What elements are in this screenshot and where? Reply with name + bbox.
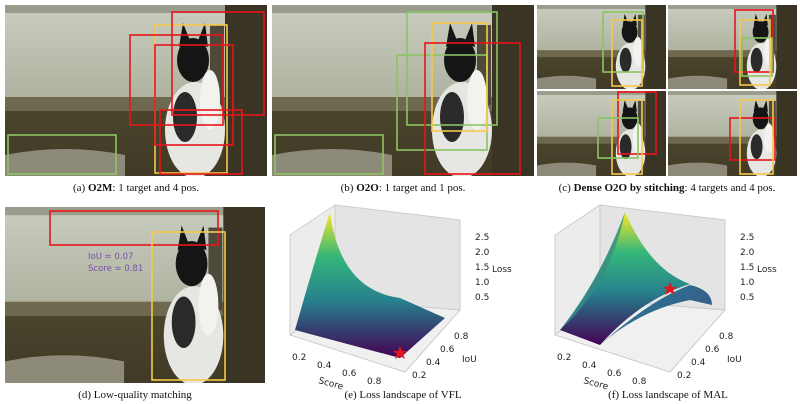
caption-text: Low-quality matching bbox=[94, 389, 193, 401]
y-tick-label: 0.2 bbox=[677, 371, 691, 381]
y-tick-label: 0.8 bbox=[454, 332, 469, 342]
y-tick-label: 0.6 bbox=[440, 345, 455, 355]
z-tick-label: 1.0 bbox=[740, 278, 755, 288]
y-tick-label: 0.4 bbox=[691, 358, 706, 368]
annotation: IoU = 0.07 bbox=[88, 252, 133, 262]
z-tick-label: 1.5 bbox=[740, 263, 754, 273]
caption-text: : 1 target and 1 pos. bbox=[379, 182, 466, 194]
z-tick-label: 1.5 bbox=[475, 263, 489, 273]
x-tick-label: 0.2 bbox=[292, 353, 306, 363]
boxes bbox=[274, 11, 521, 175]
x-axis-label: Score bbox=[582, 376, 609, 392]
caption-label: (c) bbox=[559, 182, 572, 194]
caption: (c) Dense O2O by stitching: 4 targets an… bbox=[559, 182, 776, 194]
boxes bbox=[49, 210, 226, 381]
surface-plot bbox=[553, 204, 727, 373]
x-tick-label: 0.6 bbox=[342, 369, 357, 379]
y-tick-label: 0.6 bbox=[705, 345, 720, 355]
caption-label: (e) bbox=[344, 389, 357, 401]
caption-label: (a) bbox=[73, 182, 86, 194]
x-tick-label: 0.8 bbox=[367, 377, 382, 387]
caption-bold: Dense O2O by stitching bbox=[574, 182, 685, 194]
caption-bold: O2M bbox=[88, 182, 113, 194]
caption-label: (f) bbox=[608, 389, 619, 401]
caption: (b) O2O: 1 target and 1 pos. bbox=[341, 182, 466, 194]
y-tick-label: 0.4 bbox=[426, 358, 441, 368]
z-tick-label: 2.0 bbox=[740, 248, 755, 258]
z-axis-label: Loss bbox=[757, 265, 777, 275]
z-tick-label: 0.5 bbox=[475, 293, 489, 303]
z-tick-label: 0.5 bbox=[740, 293, 754, 303]
surface-plot bbox=[288, 204, 462, 373]
z-tick-label: 1.0 bbox=[475, 278, 490, 288]
x-tick-label: 0.4 bbox=[317, 361, 332, 371]
z-tick-label: 2.0 bbox=[475, 248, 490, 258]
x-tick-label: 0.2 bbox=[557, 353, 571, 363]
annotation: Score = 0.81 bbox=[88, 264, 143, 274]
caption: (e) Loss landscape of VFL bbox=[344, 389, 461, 401]
caption-label: (b) bbox=[341, 182, 354, 194]
caption-label: (d) bbox=[78, 389, 91, 401]
z-tick-label: 2.5 bbox=[475, 233, 489, 243]
z-axis-label: Loss bbox=[492, 265, 512, 275]
caption-text: : 4 targets and 4 pos. bbox=[685, 182, 776, 194]
y-tick-label: 0.2 bbox=[412, 371, 426, 381]
boxes bbox=[7, 11, 265, 175]
y-axis-label: IoU bbox=[727, 355, 742, 365]
caption-text: : 1 target and 4 pos. bbox=[112, 182, 199, 194]
caption-text: Loss landscape of VFL bbox=[359, 389, 461, 401]
caption: (a) O2M: 1 target and 4 pos. bbox=[73, 182, 199, 194]
x-axis-label: Score bbox=[317, 376, 344, 392]
photo bbox=[5, 207, 265, 383]
photo bbox=[272, 5, 534, 176]
y-tick-label: 0.8 bbox=[719, 332, 734, 342]
caption: (f) Loss landscape of MAL bbox=[608, 389, 728, 401]
x-tick-label: 0.4 bbox=[582, 361, 597, 371]
y-axis-label: IoU bbox=[462, 355, 477, 365]
x-tick-label: 0.8 bbox=[632, 377, 647, 387]
z-tick-label: 2.5 bbox=[740, 233, 754, 243]
caption-text: Loss landscape of MAL bbox=[622, 389, 728, 401]
stitched-photos bbox=[537, 5, 797, 176]
x-tick-label: 0.6 bbox=[607, 369, 622, 379]
caption: (d) Low-quality matching bbox=[78, 389, 192, 401]
caption-bold: O2O bbox=[356, 182, 379, 194]
